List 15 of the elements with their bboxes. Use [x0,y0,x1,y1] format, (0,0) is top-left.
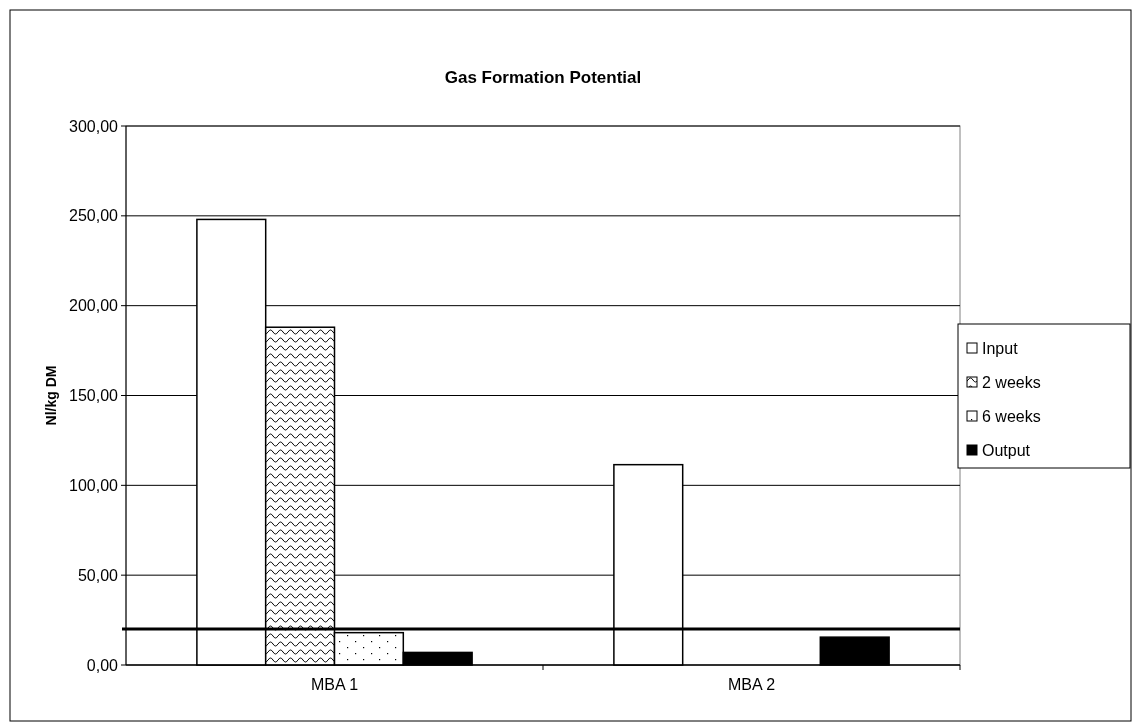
chart-title: Gas Formation Potential [444,68,642,87]
y-axis-title: Nl/kg DM [43,365,59,426]
legend-label: Output [982,441,1031,459]
legend-label: Input [982,339,1019,357]
y-tick-label: 200,00 [69,297,119,315]
x-tick-label: MBA 2 [727,676,776,693]
y-tick-label: 250,00 [69,207,119,225]
y-tick-label: 0,00 [86,656,119,674]
y-tick-label: 50,00 [77,566,119,584]
legend-label: 6 weeks [982,407,1041,425]
y-tick-label: 300,00 [69,117,119,135]
x-tick-label: MBA 1 [310,676,359,693]
legend-label: 2 weeks [982,373,1041,391]
y-tick-label: 150,00 [69,387,119,405]
y-tick-label: 100,00 [69,476,119,494]
